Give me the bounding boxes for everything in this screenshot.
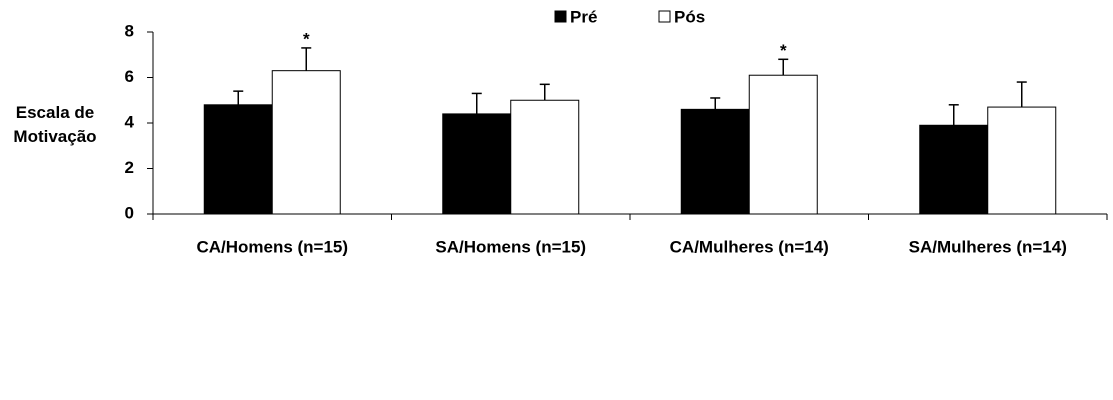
x-tick-label: SA/Mulheres (n=14) [909, 237, 1067, 256]
legend-label: Pré [570, 7, 597, 26]
bar [442, 113, 512, 215]
significance-marker: * [780, 41, 787, 60]
legend-swatch [658, 10, 671, 23]
x-tick-label: CA/Homens (n=15) [196, 237, 348, 256]
legend-swatch [554, 10, 567, 23]
y-axis-label: Escala de Motivação [13, 103, 97, 146]
bar [680, 108, 750, 215]
x-tick-label: SA/Homens (n=15) [435, 237, 586, 256]
bar [987, 106, 1057, 215]
y-tick-label: 0 [125, 203, 134, 222]
bar [271, 70, 341, 215]
bar [203, 104, 273, 215]
significance-marker: * [303, 29, 310, 48]
y-tick-label: 4 [125, 112, 135, 131]
legend-label: Pós [674, 7, 705, 26]
y-tick-label: 2 [125, 158, 134, 177]
y-tick-label: 8 [125, 21, 134, 40]
x-tick-label: CA/Mulheres (n=14) [670, 237, 829, 256]
bar [748, 74, 818, 215]
bar [919, 124, 989, 215]
bar [510, 99, 580, 215]
y-tick-label: 6 [125, 67, 134, 86]
